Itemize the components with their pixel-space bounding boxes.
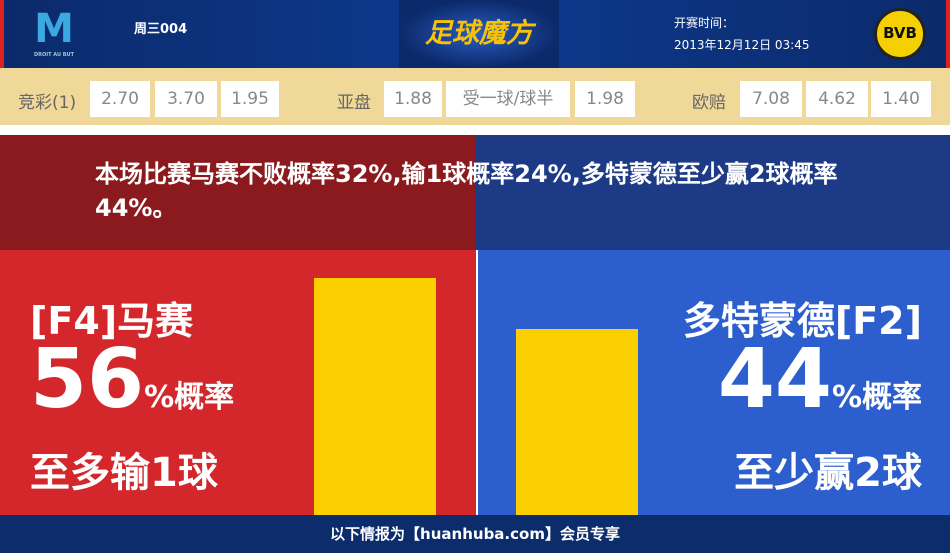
kickoff-time: 2013年12月12日 03:45 — [674, 38, 810, 52]
eu-odd: 1.40 — [871, 81, 931, 117]
away-team-logo: BVB 09 — [874, 8, 926, 86]
header: M DROIT AU BUT 周三004 足球魔方 开赛时间： 2013年12月1… — [0, 0, 950, 86]
brand-logo: 足球魔方 — [399, 0, 559, 68]
home-probability-bar — [314, 278, 436, 515]
summary-text: 本场比赛马赛不败概率32%,输1球概率24%,多特蒙德至少赢2球概率44%。 — [95, 160, 838, 222]
kickoff-label: 开赛时间： — [674, 16, 735, 30]
away-probability-bar — [516, 328, 638, 515]
jc-odd: 3.70 — [155, 81, 217, 117]
ah-odd: 1.88 — [384, 81, 442, 117]
home-probability: 56%概率 — [30, 332, 235, 427]
eu-label: 欧赔 — [692, 93, 726, 113]
ah-label: 亚盘 — [337, 93, 371, 113]
away-probability: 44%概率 — [717, 332, 922, 427]
home-team-name: [F4]马赛 — [30, 299, 194, 343]
ah-handicap: 受一球/球半 — [446, 81, 570, 117]
home-note: 至多输1球 — [30, 450, 218, 496]
jc-odd: 2.70 — [90, 81, 150, 117]
ah-odd: 1.98 — [575, 81, 635, 117]
home-team-logo: M DROIT AU BUT — [33, 6, 75, 58]
summary-panel: 本场比赛马赛不败概率32%,输1球概率24%,多特蒙德至少赢2球概率44%。 — [0, 135, 950, 250]
jc-label: 竞彩(1) — [18, 93, 77, 113]
eu-odd: 7.08 — [740, 81, 802, 117]
home-panel: [F4]马赛 56%概率 至多输1球 — [0, 250, 476, 515]
match-number: 周三004 — [134, 22, 188, 37]
jc-odd: 1.95 — [221, 81, 279, 117]
away-note: 至少赢2球 — [734, 450, 922, 496]
odds-bar: 竞彩(1) 2.70 3.70 1.95 亚盘 1.88 受一球/球半 1.98… — [0, 68, 950, 130]
away-panel: 多特蒙德[F2] 44%概率 至少赢2球 — [476, 250, 950, 515]
member-footer-link[interactable]: 以下情报为【huanhuba.com】会员专享 — [0, 515, 950, 553]
eu-odd: 4.62 — [806, 81, 868, 117]
away-team-name: 多特蒙德[F2] — [682, 299, 922, 343]
